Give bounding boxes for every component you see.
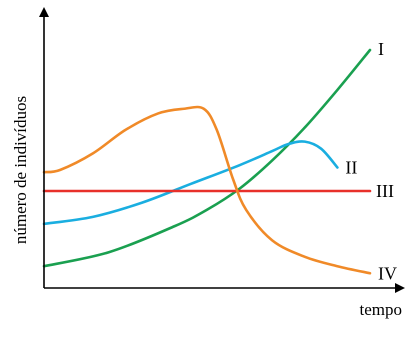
series-label-iv: IV <box>378 263 397 283</box>
series-label-ii: II <box>345 158 357 178</box>
series-layer <box>42 48 372 275</box>
series-line-i <box>42 48 372 268</box>
series-line-iv <box>42 105 372 275</box>
y-axis-label: número de indivíduos <box>11 96 30 244</box>
series-line-ii <box>42 140 339 226</box>
series-label-i: I <box>378 39 384 59</box>
series-label-iii: III <box>376 181 394 201</box>
x-axis-label: tempo <box>360 300 403 319</box>
